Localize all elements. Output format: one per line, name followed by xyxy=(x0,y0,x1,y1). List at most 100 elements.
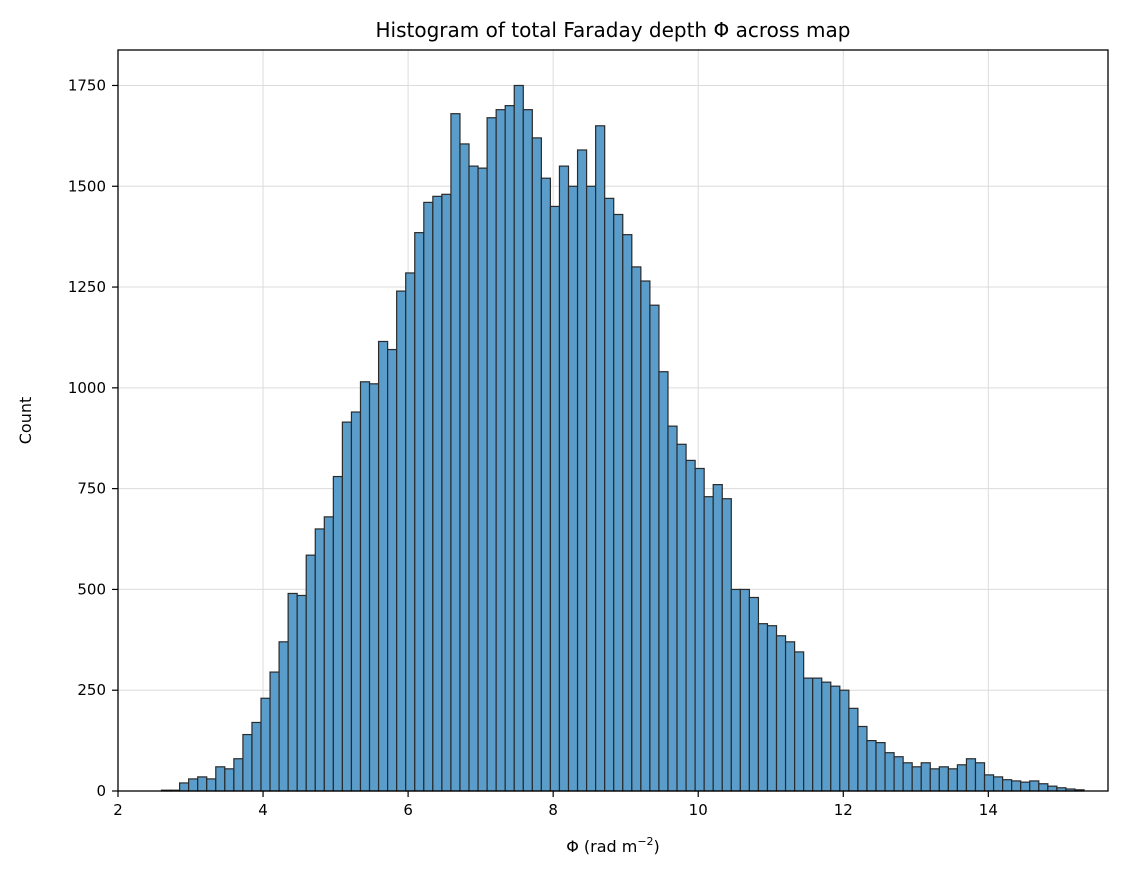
histogram-bar xyxy=(405,272,416,792)
x-axis-label-main: Φ (rad m xyxy=(566,837,637,856)
x-axis-label: Φ (rad m−2) xyxy=(566,835,660,856)
histogram-bar xyxy=(585,185,597,792)
x-tick-label: 4 xyxy=(258,801,268,819)
histogram-bar xyxy=(387,348,398,792)
histogram-bar xyxy=(513,84,524,792)
histogram-bar xyxy=(468,165,479,792)
histogram-bar xyxy=(902,762,913,792)
histogram-bar xyxy=(314,528,325,792)
y-tick-label: 1750 xyxy=(68,76,106,94)
y-tick-label: 750 xyxy=(77,480,106,498)
histogram-bar xyxy=(242,733,253,792)
histogram-bar xyxy=(748,596,760,792)
histogram-bar xyxy=(423,201,434,792)
y-tick-label: 1250 xyxy=(68,278,106,296)
histogram-bar xyxy=(929,768,940,792)
histogram-bar xyxy=(965,758,977,792)
x-tick-label: 6 xyxy=(403,801,413,819)
histogram-bar xyxy=(794,651,805,792)
histogram-bar xyxy=(595,125,606,792)
histogram-bar xyxy=(377,340,389,792)
histogram-bar xyxy=(604,197,615,792)
histogram-bar xyxy=(766,625,778,792)
histogram-bar xyxy=(730,588,741,792)
histogram-bar xyxy=(495,109,506,792)
histogram-bar xyxy=(504,105,515,792)
histogram-bar xyxy=(613,213,624,792)
histogram-bar xyxy=(784,641,796,792)
histogram-bar xyxy=(341,421,353,792)
histogram-bar xyxy=(414,232,425,792)
histogram-bar xyxy=(260,697,271,792)
histogram-bar xyxy=(712,484,723,792)
histogram-bar xyxy=(640,280,651,792)
histogram-bar xyxy=(197,776,208,792)
histogram-bar xyxy=(757,623,769,792)
x-axis-label-exponent: −2 xyxy=(637,835,653,848)
histogram-bar xyxy=(305,554,316,792)
y-axis-ticks: 0 250 500 750 1000 1250 1500 1750 xyxy=(68,76,118,800)
y-tick-label: 1000 xyxy=(68,379,106,397)
histogram-bar xyxy=(658,371,669,792)
histogram-bar xyxy=(676,443,687,792)
histogram-bar xyxy=(947,768,959,792)
histogram-bar xyxy=(278,641,289,792)
histogram-bar xyxy=(432,195,443,792)
histogram-bar xyxy=(839,689,850,792)
histogram-bar xyxy=(251,721,262,792)
x-axis-label-close: ) xyxy=(654,837,660,856)
histogram-bar xyxy=(812,677,823,792)
x-tick-label: 2 xyxy=(113,801,123,819)
histogram-bar xyxy=(287,592,298,792)
y-tick-label: 1500 xyxy=(68,177,106,195)
histogram-bar xyxy=(477,167,488,792)
histogram-bar xyxy=(396,290,407,792)
histogram-bar xyxy=(1020,781,1031,792)
histogram-bar xyxy=(233,758,244,792)
histogram-bar xyxy=(694,467,705,792)
histogram-bar xyxy=(1038,783,1049,792)
histogram-bar xyxy=(739,588,750,792)
histogram-bar xyxy=(206,778,217,792)
histogram-bar xyxy=(920,762,931,792)
histogram-bar xyxy=(884,752,895,792)
histogram-bar xyxy=(992,776,1004,792)
histogram-bar xyxy=(269,671,280,792)
y-axis-label: Count xyxy=(16,397,35,445)
histogram-bars xyxy=(160,84,1085,792)
histogram-bar xyxy=(1029,780,1040,792)
histogram-bar xyxy=(296,594,307,792)
y-tick-label: 0 xyxy=(96,782,106,800)
chart-title: Histogram of total Faraday depth Φ acros… xyxy=(376,18,851,42)
histogram-bar xyxy=(821,681,832,792)
histogram-bar xyxy=(830,685,841,792)
histogram-bar xyxy=(1047,785,1058,792)
histogram-bar xyxy=(359,381,371,792)
histogram-bar xyxy=(179,782,190,792)
histogram-bar xyxy=(685,459,696,792)
histogram-bar xyxy=(549,205,561,792)
histogram-bar xyxy=(956,764,968,792)
histogram-bar xyxy=(893,756,904,792)
x-tick-label: 8 xyxy=(548,801,558,819)
histogram-bar xyxy=(649,304,660,792)
histogram-bar xyxy=(531,137,542,792)
plot-frame xyxy=(117,49,1109,792)
y-tick-label: 250 xyxy=(77,681,106,699)
x-tick-label: 14 xyxy=(979,801,998,819)
histogram-bar xyxy=(540,177,552,792)
histogram-bar xyxy=(803,677,814,792)
histogram-bar xyxy=(721,498,732,792)
histogram-bar xyxy=(188,778,199,792)
histogram-bar xyxy=(938,766,949,792)
histogram-bar xyxy=(450,113,461,792)
histogram-bar xyxy=(631,266,642,792)
x-tick-label: 10 xyxy=(689,801,708,819)
histogram-bar xyxy=(486,117,497,792)
histogram-bar xyxy=(848,707,859,792)
histogram-bar xyxy=(983,774,995,792)
histogram-bar xyxy=(866,740,877,792)
histogram-bar xyxy=(875,742,886,792)
histogram-bar xyxy=(558,165,570,792)
